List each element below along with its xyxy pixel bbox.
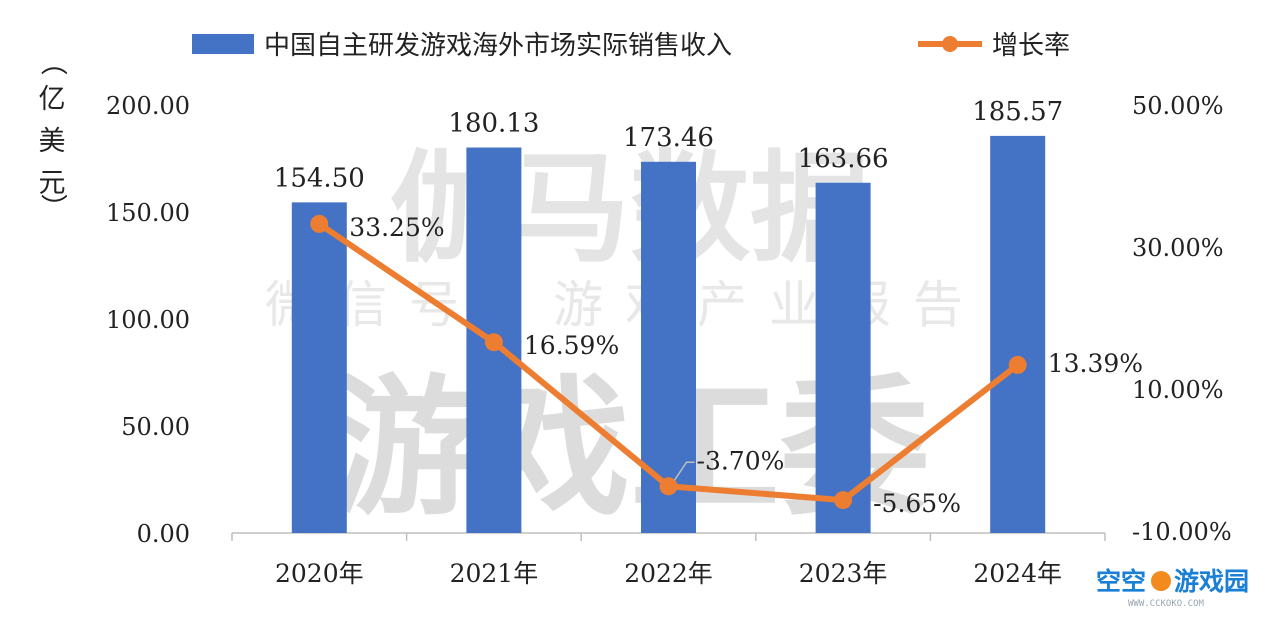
left-axis-unit: （ 亿 美 元 ） xyxy=(37,49,68,221)
right-tick-label: 30.00% xyxy=(1132,234,1224,262)
bar-series: 154.50 180.13 173.46 163.66 185.57 xyxy=(274,97,1063,534)
left-tick-label: 200.00 xyxy=(106,92,190,120)
line-series: 33.25% 16.59% -3.70% -5.65% 13.39% xyxy=(310,213,1143,518)
unit-char-2: 美 xyxy=(39,126,66,157)
legend-bar-label: 中国自主研发游戏海外市场实际销售收入 xyxy=(264,31,732,61)
left-tick-label: 0.00 xyxy=(137,520,190,548)
unit-char-3: 元 xyxy=(39,168,66,199)
bar xyxy=(990,135,1046,534)
bar xyxy=(291,202,347,533)
corner-logo-text2: 游戏园 xyxy=(1174,567,1249,596)
rate-value-label: 33.25% xyxy=(349,213,444,242)
growth-point xyxy=(659,477,678,496)
legend-line-marker xyxy=(942,36,958,52)
left-tick-label: 150.00 xyxy=(106,199,190,227)
unit-char-1: 亿 xyxy=(39,84,66,115)
bar-value-label: 185.57 xyxy=(972,97,1063,127)
right-tick-label: -10.00% xyxy=(1132,518,1232,546)
rate-value-label: 16.59% xyxy=(524,331,619,360)
category-label: 2022年 xyxy=(624,559,713,588)
category-label: 2020年 xyxy=(275,559,364,588)
right-tick-label: 10.00% xyxy=(1132,376,1224,404)
left-axis-ticks: 0.00 50.00 100.00 150.00 200.00 xyxy=(106,92,190,548)
corner-logo-icon xyxy=(1151,571,1171,591)
unit-char-close: ） xyxy=(37,194,68,221)
rate-leader-line xyxy=(673,461,695,481)
left-tick-label: 100.00 xyxy=(106,306,190,334)
category-label: 2021年 xyxy=(450,559,539,588)
unit-char-open: （ xyxy=(37,49,68,76)
x-axis: 2020年 2021年 2022年 2023年 2024年 xyxy=(231,532,1106,588)
bar-value-label: 173.46 xyxy=(623,123,714,153)
legend-bar-swatch xyxy=(192,34,254,54)
growth-point xyxy=(310,214,329,233)
left-tick-label: 50.00 xyxy=(121,413,190,441)
growth-point xyxy=(484,333,503,352)
rate-value-label: -5.65% xyxy=(873,489,961,518)
bar-value-label: 180.13 xyxy=(448,109,539,139)
right-axis-ticks: -10.00% 10.00% 30.00% 50.00% xyxy=(1132,92,1232,546)
corner-logo-url: WWW.CCKOKO.COM xyxy=(1128,599,1204,609)
legend-line-label: 增长率 xyxy=(992,31,1070,61)
bar-value-label: 163.66 xyxy=(798,144,889,174)
corner-logo-text: 空空 xyxy=(1096,567,1146,596)
growth-point xyxy=(1008,355,1027,374)
corner-logo: 空空 游戏园 WWW.CCKOKO.COM xyxy=(1096,567,1249,609)
legend: 中国自主研发游戏海外市场实际销售收入 增长率 xyxy=(192,31,1070,61)
category-label: 2023年 xyxy=(799,559,888,588)
bar xyxy=(815,182,871,534)
right-tick-label: 50.00% xyxy=(1132,92,1224,120)
bar-value-label: 154.50 xyxy=(274,163,365,193)
rate-value-label: -3.70% xyxy=(697,446,785,475)
rate-value-label: 13.39% xyxy=(1048,349,1143,378)
category-label: 2024年 xyxy=(973,559,1062,588)
watermark-wechat: 微信号：游戏产业报告 xyxy=(265,276,985,334)
growth-point xyxy=(834,491,853,510)
